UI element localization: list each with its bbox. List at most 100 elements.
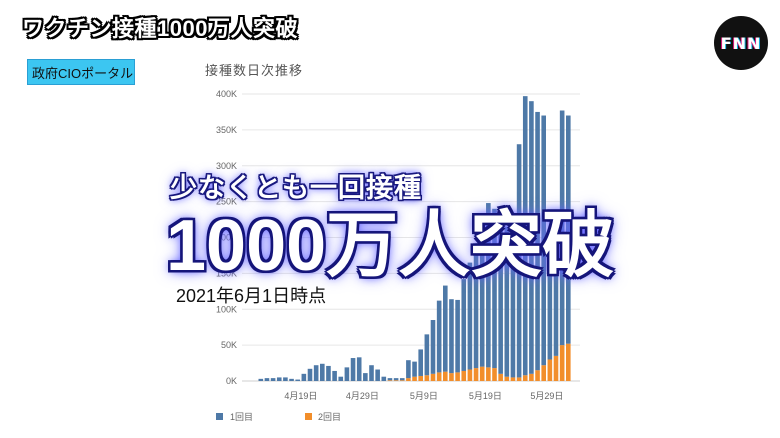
- bar-second-dose-32: [455, 372, 460, 381]
- bar-first-dose-16: [356, 357, 362, 381]
- bar-second-dose-41: [510, 377, 516, 381]
- bar-second-dose-43: [522, 375, 528, 381]
- bar-second-dose-38: [492, 368, 497, 381]
- bar-second-dose-24: [406, 378, 411, 381]
- bars: [258, 96, 571, 381]
- logo-text: FNN: [720, 33, 762, 53]
- bar-first-dose-13: [338, 376, 344, 381]
- bar-second-dose-33: [461, 370, 467, 381]
- bar-second-dose-37: [486, 367, 491, 381]
- bar-first-dose-4: [283, 377, 288, 381]
- overlay-headline: 1000万人突破: [166, 206, 615, 286]
- program-headline: ワクチン接種1000万人突破: [22, 16, 298, 41]
- y-tick-label-8: 400K: [216, 89, 237, 99]
- bar-first-dose-39: [498, 215, 503, 374]
- y-tick-label-6: 300K: [216, 161, 237, 171]
- x-tick-label-2: 5月9日: [410, 391, 438, 401]
- y-tick-label-0: 0K: [226, 376, 237, 386]
- bar-second-dose-44: [529, 373, 534, 381]
- overlay-subheadline: 少なくとも一回接種: [170, 173, 422, 203]
- bar-first-dose-45: [535, 111, 540, 371]
- bar-first-dose-35: [473, 248, 479, 369]
- bar-second-dose-50: [566, 343, 571, 381]
- y-tick-label-3: 150K: [216, 268, 237, 278]
- y-axis-labels: 0K 50K 100K 150K 200K 250K 300K 350K 400K: [216, 89, 237, 386]
- bar-second-dose-27: [424, 375, 430, 381]
- bar-first-dose-28: [430, 320, 436, 374]
- legend-swatch-first-dose: [216, 413, 223, 420]
- bar-second-dose-31: [449, 373, 454, 381]
- bar-second-dose-21: [387, 380, 393, 381]
- bar-second-dose-26: [418, 375, 423, 381]
- bar-first-dose-49: [559, 110, 565, 346]
- bar-first-dose-10: [320, 363, 325, 381]
- bar-first-dose-36: [479, 226, 485, 367]
- bar-second-dose-48: [553, 355, 559, 381]
- bar-first-dose-3: [276, 377, 282, 381]
- x-tick-label-1: 4月29日: [346, 391, 379, 401]
- bar-second-dose-46: [541, 365, 546, 381]
- bar-second-dose-47: [547, 359, 553, 381]
- x-axis-labels: 4月19日 4月29日 5月9日 5月19日 5月29日: [284, 391, 563, 401]
- legend: 1回目 2回目: [216, 412, 341, 422]
- chart-title: 接種数日次推移: [205, 63, 304, 78]
- bar-second-dose-45: [535, 370, 540, 381]
- bar-first-dose-1: [264, 378, 270, 381]
- bar-second-dose-28: [430, 373, 436, 381]
- source-badge: 政府CIOポータル: [27, 59, 135, 85]
- bar-first-dose-33: [461, 279, 467, 371]
- source-badge-label: 政府CIOポータル: [32, 65, 134, 81]
- bar-second-dose-35: [473, 368, 479, 381]
- bar-second-dose-36: [479, 366, 485, 381]
- bar-first-dose-46: [541, 115, 546, 366]
- bar-first-dose-14: [344, 367, 350, 381]
- bar-first-dose-37: [486, 203, 491, 368]
- fnn-logo: FNN: [714, 16, 768, 70]
- as-of-date: 2021年6月1日時点: [176, 286, 327, 306]
- bar-first-dose-5: [289, 378, 294, 381]
- bar-second-dose-40: [504, 376, 510, 381]
- bar-first-dose-9: [313, 365, 319, 381]
- bar-first-dose-0: [258, 378, 264, 381]
- bar-first-dose-32: [455, 299, 460, 373]
- bar-second-dose-22: [393, 380, 399, 381]
- bar-second-dose-23: [399, 380, 405, 381]
- bar-first-dose-20: [381, 376, 387, 381]
- bar-first-dose-47: [547, 230, 553, 360]
- bar-first-dose-50: [566, 115, 571, 344]
- bar-first-dose-26: [418, 349, 423, 376]
- bar-second-dose-29: [436, 372, 442, 381]
- bar-first-dose-34: [467, 262, 473, 370]
- y-tick-label-1: 50K: [221, 340, 237, 350]
- y-tick-label-5: 250K: [216, 197, 237, 207]
- x-tick-label-3: 5月19日: [469, 391, 502, 401]
- legend-swatch-second-dose: [305, 413, 312, 420]
- bar-first-dose-31: [449, 299, 454, 374]
- bar-second-dose-42: [516, 377, 522, 381]
- x-tick-label-4: 5月29日: [530, 391, 563, 401]
- bar-first-dose-2: [270, 378, 276, 381]
- bar-first-dose-27: [424, 334, 430, 376]
- y-tick-label-2: 100K: [216, 304, 237, 314]
- gridlines: [242, 93, 580, 382]
- bar-first-dose-17: [363, 373, 368, 381]
- bar-first-dose-48: [553, 259, 559, 356]
- bar-first-dose-23: [399, 378, 405, 381]
- bar-first-dose-43: [522, 96, 528, 376]
- bar-first-dose-42: [516, 144, 522, 378]
- bar-first-dose-30: [443, 285, 448, 372]
- bar-first-dose-38: [492, 208, 497, 369]
- bar-first-dose-7: [301, 373, 307, 381]
- y-tick-label-7: 350K: [216, 125, 237, 135]
- legend-label-second-dose: 2回目: [318, 412, 341, 422]
- bar-first-dose-24: [406, 360, 411, 379]
- bar-first-dose-22: [393, 378, 399, 381]
- bar-first-dose-12: [332, 370, 337, 381]
- bar-second-dose-25: [412, 376, 417, 381]
- bar-first-dose-29: [436, 300, 442, 373]
- bar-first-dose-15: [350, 358, 356, 381]
- bar-second-dose-39: [498, 373, 503, 381]
- x-tick-label-0: 4月19日: [284, 391, 317, 401]
- bar-second-dose-30: [443, 371, 448, 381]
- bar-first-dose-6: [295, 379, 300, 381]
